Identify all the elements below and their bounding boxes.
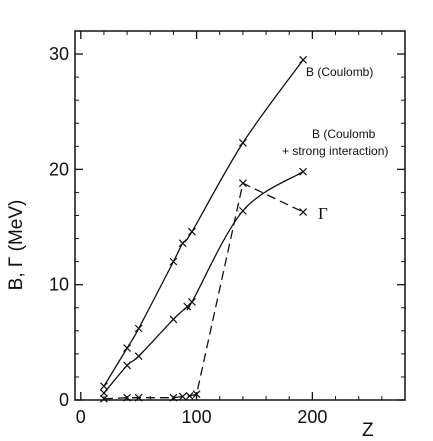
data-point-marker (238, 206, 247, 215)
data-point-marker (178, 239, 187, 248)
data-point-marker (100, 389, 108, 398)
annotation-b-coulomb-strong-line2: + strong interaction) (282, 144, 388, 158)
y-tick-label-0: 0 (59, 390, 69, 410)
series-line-2 (103, 182, 304, 400)
data-point-marker (134, 324, 143, 333)
data-point-marker (188, 298, 196, 306)
data-point-marker (134, 352, 143, 361)
x-tick-label-1: 100 (182, 407, 212, 427)
x-tick-label-0: 0 (76, 407, 86, 427)
data-point-marker (188, 227, 196, 236)
y-tick-label-3: 30 (49, 44, 69, 64)
data-point-marker (299, 208, 308, 216)
series-1 (100, 167, 308, 398)
series-layer (100, 55, 308, 403)
axis-ticks: 0 100 200 0 10 20 30 (49, 31, 405, 427)
y-axis-title: B, Γ (MeV) (6, 200, 27, 291)
series-line-0 (103, 59, 304, 387)
data-point-marker (178, 392, 187, 401)
data-point-marker (299, 55, 308, 64)
data-point-marker (192, 390, 201, 399)
data-point-marker (169, 393, 178, 402)
annotation-b-coulomb-strong-line1: B (Coulomb (312, 127, 376, 141)
data-point-marker (169, 315, 178, 324)
data-point-marker (238, 138, 247, 147)
series-2 (100, 179, 308, 403)
data-point-marker (123, 361, 132, 370)
data-point-marker (100, 382, 108, 391)
annotation-gamma: Γ (318, 204, 328, 223)
data-point-marker (100, 394, 108, 403)
y-tick-label-2: 20 (49, 159, 69, 179)
data-point-marker (169, 257, 178, 266)
annotation-b-coulomb: B (Coulomb) (306, 65, 373, 79)
y-tick-label-1: 10 (49, 275, 69, 295)
data-point-marker (123, 393, 132, 402)
x-axis-title: Z (362, 420, 374, 441)
data-point-marker (185, 392, 194, 400)
data-point-marker (123, 344, 132, 353)
x-tick-label-2: 200 (297, 407, 327, 427)
series-0 (100, 55, 308, 391)
data-point-marker (299, 167, 308, 176)
data-point-marker (238, 179, 247, 188)
data-point-marker (134, 393, 143, 402)
